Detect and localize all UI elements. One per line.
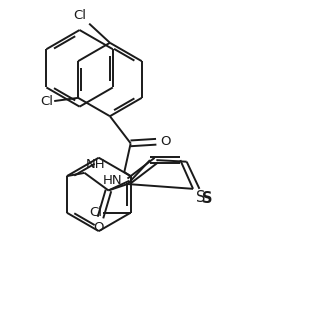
Text: S: S bbox=[202, 191, 213, 206]
Text: S: S bbox=[195, 190, 205, 205]
Text: NH: NH bbox=[86, 158, 106, 171]
Text: O: O bbox=[94, 221, 104, 234]
Text: Cl: Cl bbox=[40, 95, 53, 108]
Text: Cl: Cl bbox=[89, 206, 102, 219]
Text: Cl: Cl bbox=[74, 9, 87, 22]
Text: O: O bbox=[160, 135, 171, 148]
Text: HN: HN bbox=[103, 174, 123, 187]
